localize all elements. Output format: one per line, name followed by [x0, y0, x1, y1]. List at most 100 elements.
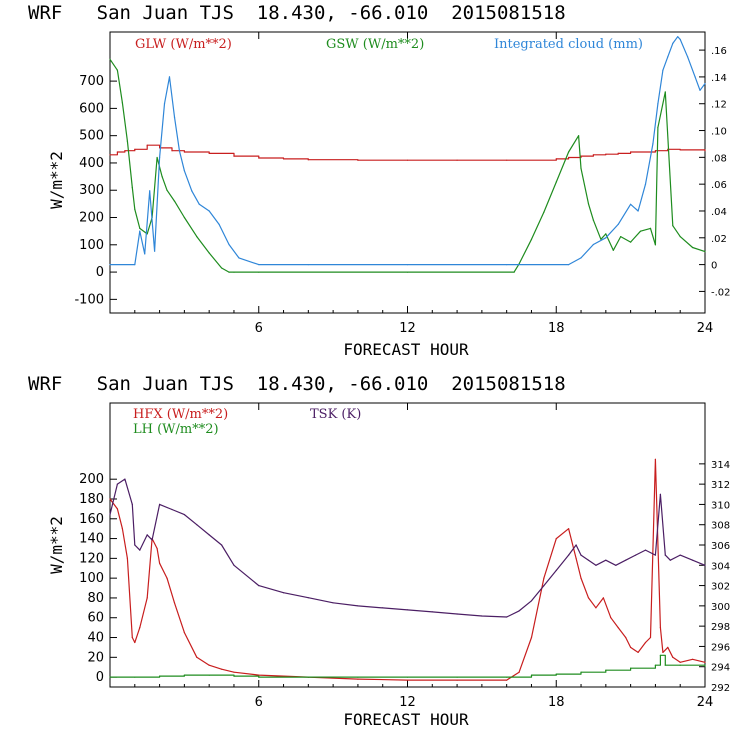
data-point-tsk [635, 554, 637, 556]
y2-tick-label: .08 [711, 153, 727, 164]
data-point-lh [704, 665, 706, 667]
bottom-axis-ticks: 6 12 18 24 0 20 40 60 80 100 120 140 160 180 200 292 294… [79, 403, 730, 710]
data-point-gsw [679, 236, 681, 238]
data-point-tsk [109, 514, 111, 516]
data-point-hfx [221, 668, 223, 670]
data-point-tsk [669, 559, 671, 561]
data-point-lh [258, 676, 260, 678]
y2-tick-label: 302 [711, 582, 730, 593]
series-line-gsw [109, 58, 706, 273]
data-point-integrated [183, 170, 185, 172]
data-point-tsk [406, 609, 409, 611]
data-point-tsk [543, 585, 545, 587]
data-point-hfx [580, 577, 582, 579]
data-point-tsk [159, 503, 161, 505]
y2-tick-label: 0 [711, 261, 717, 272]
y2-tick-label: 308 [711, 521, 730, 532]
y2-tick-label: 300 [711, 602, 730, 613]
y-tick-label: 0 [96, 670, 104, 685]
data-point-lh [406, 676, 409, 678]
data-point-glw [592, 154, 595, 156]
data-point-gsw [183, 216, 185, 219]
data-point-gsw [600, 238, 602, 240]
data-point-lh [654, 664, 657, 666]
y2-tick-label: 310 [711, 500, 730, 511]
data-point-tsk [518, 610, 520, 612]
data-point-gsw [555, 181, 557, 183]
data-point-hfx [146, 597, 148, 599]
data-point-lh [664, 664, 666, 666]
data-point-lh [679, 664, 681, 666]
data-point-gsw [208, 252, 210, 254]
data-point-hfx [667, 646, 669, 649]
data-point-integrated [218, 223, 220, 225]
data-point-lh [109, 676, 111, 678]
data-point-lh [530, 674, 533, 676]
data-point-integrated [677, 36, 679, 38]
y-tick-label: 700 [79, 74, 104, 89]
top-axis-ticks: 6 12 18 24 -100 0 100 200 300 400 500 600 700 -.02 0 .0… [74, 32, 731, 336]
data-point-tsk [595, 564, 597, 566]
y-tick-label: 300 [79, 183, 104, 198]
data-point-glw [406, 159, 409, 161]
data-point-hfx [109, 498, 111, 500]
data-point-gsw [580, 167, 582, 169]
data-point-hfx [617, 627, 619, 629]
y-tick-label: 120 [79, 551, 104, 566]
data-point-integrated [109, 264, 111, 266]
top-legend-gsw: GSW (W/m**2) [326, 37, 424, 52]
data-point-glw [704, 150, 706, 152]
y-tick-label: 140 [79, 532, 104, 547]
data-point-tsk [704, 564, 706, 566]
data-point-integrated [228, 243, 230, 246]
data-point-hfx [183, 632, 185, 634]
data-point-hfx [134, 641, 136, 644]
data-point-integrated [667, 56, 669, 58]
y-tick-label: 600 [79, 101, 104, 116]
bottom-y-axis-label: W/m**2 [47, 516, 66, 574]
data-point-gsw [672, 225, 674, 227]
data-point-integrated [173, 116, 176, 118]
data-point-integrated [191, 190, 193, 192]
top-legend-cloud: Integrated cloud (mm) [494, 37, 643, 52]
series-line-glw [110, 144, 706, 161]
data-point-integrated [506, 264, 508, 266]
y-tick-label: 80 [87, 591, 104, 606]
data-point-tsk [580, 554, 582, 556]
y2-tick-label: 294 [711, 663, 730, 674]
data-point-hfx [662, 651, 664, 654]
data-point-hfx [139, 627, 141, 629]
data-point-tsk [530, 600, 533, 602]
data-point-tsk [134, 544, 136, 546]
data-point-tsk [282, 592, 285, 594]
y2-tick-label: 292 [711, 683, 730, 694]
top-series-group [109, 36, 706, 273]
data-point-gsw [543, 211, 545, 213]
bottom-x-axis-label: FORECAST HOUR [343, 710, 469, 729]
y-tick-label: 160 [79, 512, 104, 527]
y-tick-label: 200 [79, 472, 104, 487]
y-tick-label: 40 [87, 631, 104, 646]
data-point-gsw [406, 271, 409, 273]
y2-tick-label: -.02 [711, 287, 731, 298]
data-point-gsw [134, 208, 136, 210]
y-tick-label: 20 [87, 650, 104, 665]
bottom-series-group [109, 458, 706, 681]
data-point-glw [146, 144, 148, 146]
data-point-gsw [228, 271, 230, 273]
data-point-hfx [625, 636, 627, 639]
data-point-integrated [568, 264, 570, 266]
data-point-tsk [615, 564, 617, 566]
data-point-hfx [208, 664, 210, 666]
data-point-glw [568, 156, 570, 159]
data-point-integrated [694, 76, 696, 78]
data-point-hfx [672, 656, 674, 658]
data-point-gsw [649, 227, 652, 229]
data-point-hfx [543, 577, 545, 579]
data-point-tsk [664, 554, 666, 556]
x-tick-label: 18 [548, 321, 565, 336]
data-point-hfx [131, 636, 133, 639]
data-point-lh [506, 676, 508, 678]
data-point-hfx [506, 679, 508, 681]
